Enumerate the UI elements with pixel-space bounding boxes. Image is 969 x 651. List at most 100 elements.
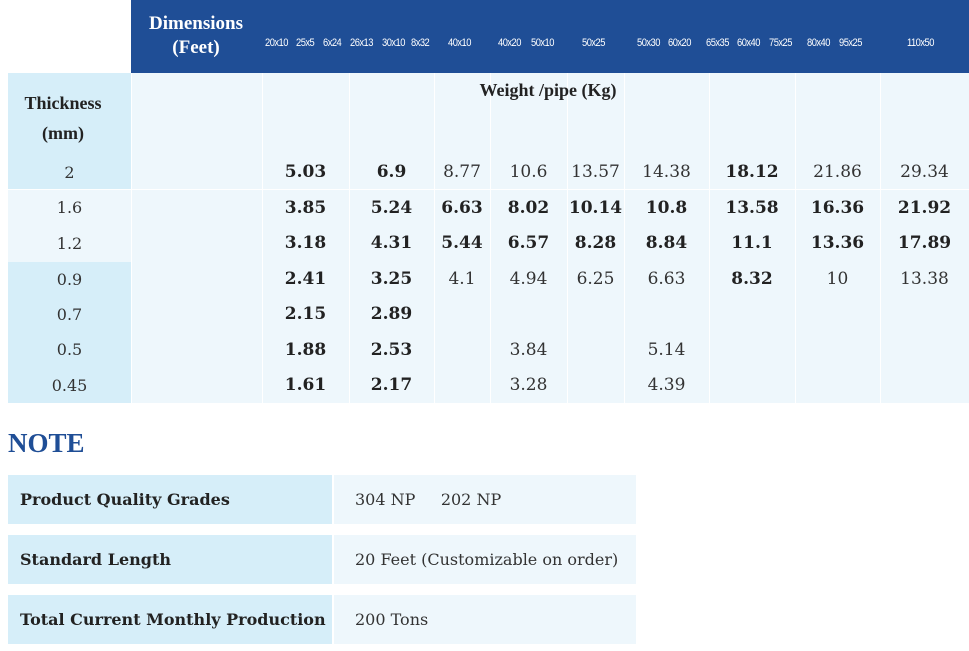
weight-cell: 8.32 — [731, 269, 773, 289]
column-header: 80x40 — [807, 37, 830, 49]
weight-cell: 13.57 — [571, 162, 620, 182]
weight-cell: 5.24 — [370, 198, 413, 218]
weight-cell: 8.84 — [645, 233, 688, 253]
cell-background — [131, 73, 969, 155]
thickness-cell: 0.5 — [56, 340, 83, 359]
weight-cell — [567, 332, 624, 367]
thickness-cell: 0.45 — [51, 376, 88, 395]
weight-cell — [880, 297, 969, 332]
note-value: 200 Tons — [334, 595, 636, 644]
weight-cell — [434, 368, 490, 403]
note-row-quality: Product Quality Grades 304 NP 202 NP — [8, 475, 636, 524]
weight-cell: 6.25 — [576, 269, 615, 289]
column-divider — [624, 73, 625, 403]
cell-background — [131, 262, 969, 403]
column-header: 50x10 — [531, 37, 554, 49]
column-header: 95x25 — [839, 37, 862, 49]
weight-cell: 29.34 — [900, 162, 949, 182]
note-value: 304 NP 202 NP — [334, 475, 636, 524]
dimensions-heading: Dimensions (Feet) — [131, 12, 261, 60]
column-header: 60x20 — [668, 37, 691, 49]
note-title: NOTE — [8, 428, 85, 458]
weight-cell: 5.44 — [441, 233, 483, 253]
thickness-cell: 1.6 — [56, 198, 83, 217]
weight-cell: 4.31 — [370, 233, 413, 253]
weight-cell: 3.85 — [284, 198, 327, 218]
weight-cell — [567, 297, 624, 332]
note-row-length: Standard Length 20 Feet (Customizable on… — [8, 535, 636, 584]
weight-cell: 5.14 — [647, 340, 686, 360]
thickness-cell: 0.7 — [56, 305, 83, 324]
thickness-header-cell — [8, 73, 131, 189]
weight-cell: 21.86 — [813, 162, 862, 182]
weight-cell — [567, 368, 624, 403]
column-header: 40x20 — [498, 37, 521, 49]
thickness-cell: 1.2 — [56, 234, 83, 253]
weight-cell: 2.15 — [284, 304, 327, 324]
note-label: Total Current Monthly Production — [8, 595, 332, 644]
cell-background — [131, 155, 969, 189]
weight-cell — [709, 368, 795, 403]
weight-cell: 2.17 — [370, 375, 413, 395]
thickness-cell: 0.9 — [56, 270, 83, 289]
mm-label: (mm) — [42, 123, 84, 143]
column-header: 65x35 — [706, 37, 729, 49]
weight-cell — [795, 297, 880, 332]
thickness-heading: Thickness (mm) — [8, 88, 118, 148]
weight-cell: 10.6 — [509, 162, 548, 182]
weight-cell — [709, 297, 795, 332]
weight-cell: 8.28 — [574, 233, 617, 253]
weight-cell: 11.1 — [731, 233, 773, 253]
note-label: Product Quality Grades — [8, 475, 332, 524]
weight-cell: 6.9 — [376, 162, 407, 182]
weight-cell: 14.38 — [642, 162, 691, 182]
column-divider — [490, 73, 491, 403]
weight-cell: 10.8 — [645, 198, 688, 218]
column-header: 50x25 — [582, 37, 605, 49]
weight-cell: 2.41 — [284, 269, 327, 289]
dimensions-label: Dimensions — [149, 13, 243, 34]
weight-cell: 5.03 — [284, 162, 327, 182]
column-divider — [709, 73, 710, 403]
weight-cell: 10 — [826, 269, 849, 289]
thickness-label: Thickness — [24, 93, 102, 113]
note-label: Standard Length — [8, 535, 332, 584]
weight-cell: 17.89 — [897, 233, 952, 253]
weight-cell — [880, 332, 969, 367]
table-row: 0.45 1.61 2.17 3.28 4.39 — [8, 368, 969, 403]
weight-cell: 3.84 — [509, 340, 548, 360]
feet-label: (Feet) — [172, 37, 220, 58]
table-row: 2 5.03 6.9 8.77 10.6 13.57 14.38 18.12 21.86 29.3… — [8, 155, 969, 190]
cell-background — [8, 190, 969, 262]
cell-background — [8, 262, 131, 403]
weight-cell: 6.57 — [507, 233, 550, 253]
table-row: 1.2 3.18 4.31 5.44 6.57 8.28 8.84 11.1 13.36 17.8… — [8, 226, 969, 261]
weight-cell — [624, 297, 709, 332]
column-divider — [349, 73, 350, 403]
column-divider — [434, 73, 435, 403]
column-divider — [567, 73, 568, 403]
weight-cell — [709, 332, 795, 367]
weight-cell: 3.18 — [284, 233, 327, 253]
column-header: 75x25 — [769, 37, 792, 49]
note-value: 20 Feet (Customizable on order) — [334, 535, 636, 584]
weight-per-pipe-label: Weight /pipe (Kg) — [479, 80, 617, 100]
note-row-production: Total Current Monthly Production 200 Ton… — [8, 595, 636, 644]
column-header: 25x5 — [296, 37, 315, 49]
weight-cell — [434, 297, 490, 332]
weight-cell: 2.53 — [370, 340, 413, 360]
weight-cell: 2.89 — [370, 304, 413, 324]
table-row: 0.7 2.15 2.89 — [8, 297, 969, 332]
weight-cell: 3.28 — [509, 375, 548, 395]
weight-cell: 1.88 — [284, 340, 327, 360]
weight-cell: 13.36 — [810, 233, 865, 253]
column-header: 20x10 — [265, 37, 288, 49]
column-divider — [131, 73, 132, 403]
column-header: 50x30 — [637, 37, 660, 49]
column-divider — [795, 73, 796, 403]
column-header: 110x50 — [907, 37, 934, 49]
table-row: 1.6 3.85 5.24 6.63 8.02 10.14 10.8 13.58 16.36 21… — [8, 190, 969, 226]
table-row: 0.9 2.41 3.25 4.1 4.94 6.25 6.63 8.32 10 13.38 — [8, 262, 969, 297]
weight-cell: 13.58 — [725, 198, 779, 218]
table-header-band — [131, 0, 969, 73]
